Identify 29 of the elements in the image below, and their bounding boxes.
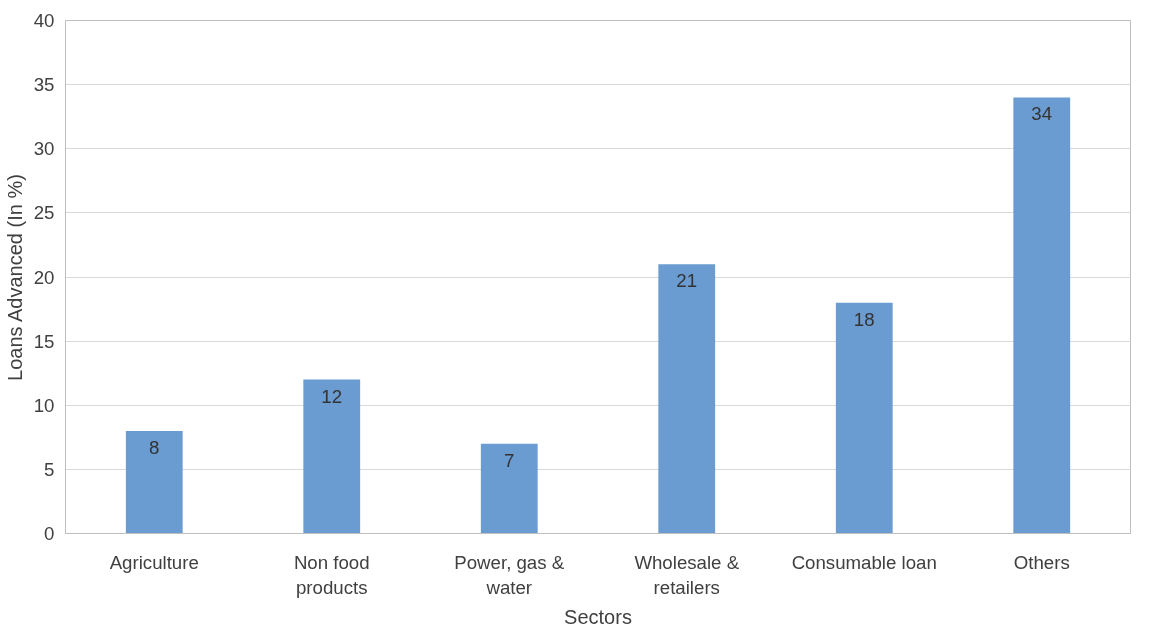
data-label: 8: [149, 436, 160, 458]
bar: [835, 302, 893, 534]
x-tick-label: Consumable loan: [791, 551, 937, 573]
y-tick-label: 15: [33, 330, 55, 352]
data-label: 12: [321, 385, 343, 407]
x-tick-label: Agriculture: [109, 551, 199, 573]
y-tick-label: 25: [33, 202, 55, 224]
bar: [1013, 97, 1071, 534]
y-tick-label: 40: [33, 10, 55, 31]
y-tick-label: 5: [44, 458, 55, 480]
y-axis-title: Loans Advanced (In %): [3, 174, 26, 381]
bar: [125, 430, 183, 534]
data-label: 34: [1031, 103, 1053, 125]
x-axis-title: Sectors: [564, 605, 632, 628]
data-label: 18: [853, 308, 875, 330]
x-tick-label: Others: [1013, 551, 1070, 573]
y-tick-label: 10: [33, 394, 55, 416]
y-tick-label: 20: [33, 266, 55, 288]
x-tick-label: Non food products: [293, 551, 370, 598]
data-label: 21: [676, 270, 698, 292]
data-label: 7: [504, 449, 515, 471]
bar: [480, 443, 538, 534]
x-tick-label: Wholesale & retailers: [634, 551, 740, 598]
x-tick-label: Power, gas & water: [454, 551, 565, 598]
y-tick-label: 35: [33, 74, 55, 96]
y-tick-label: 0: [44, 523, 55, 544]
y-tick-label: 30: [33, 138, 55, 160]
bar: [303, 379, 361, 534]
bar: [658, 264, 716, 534]
